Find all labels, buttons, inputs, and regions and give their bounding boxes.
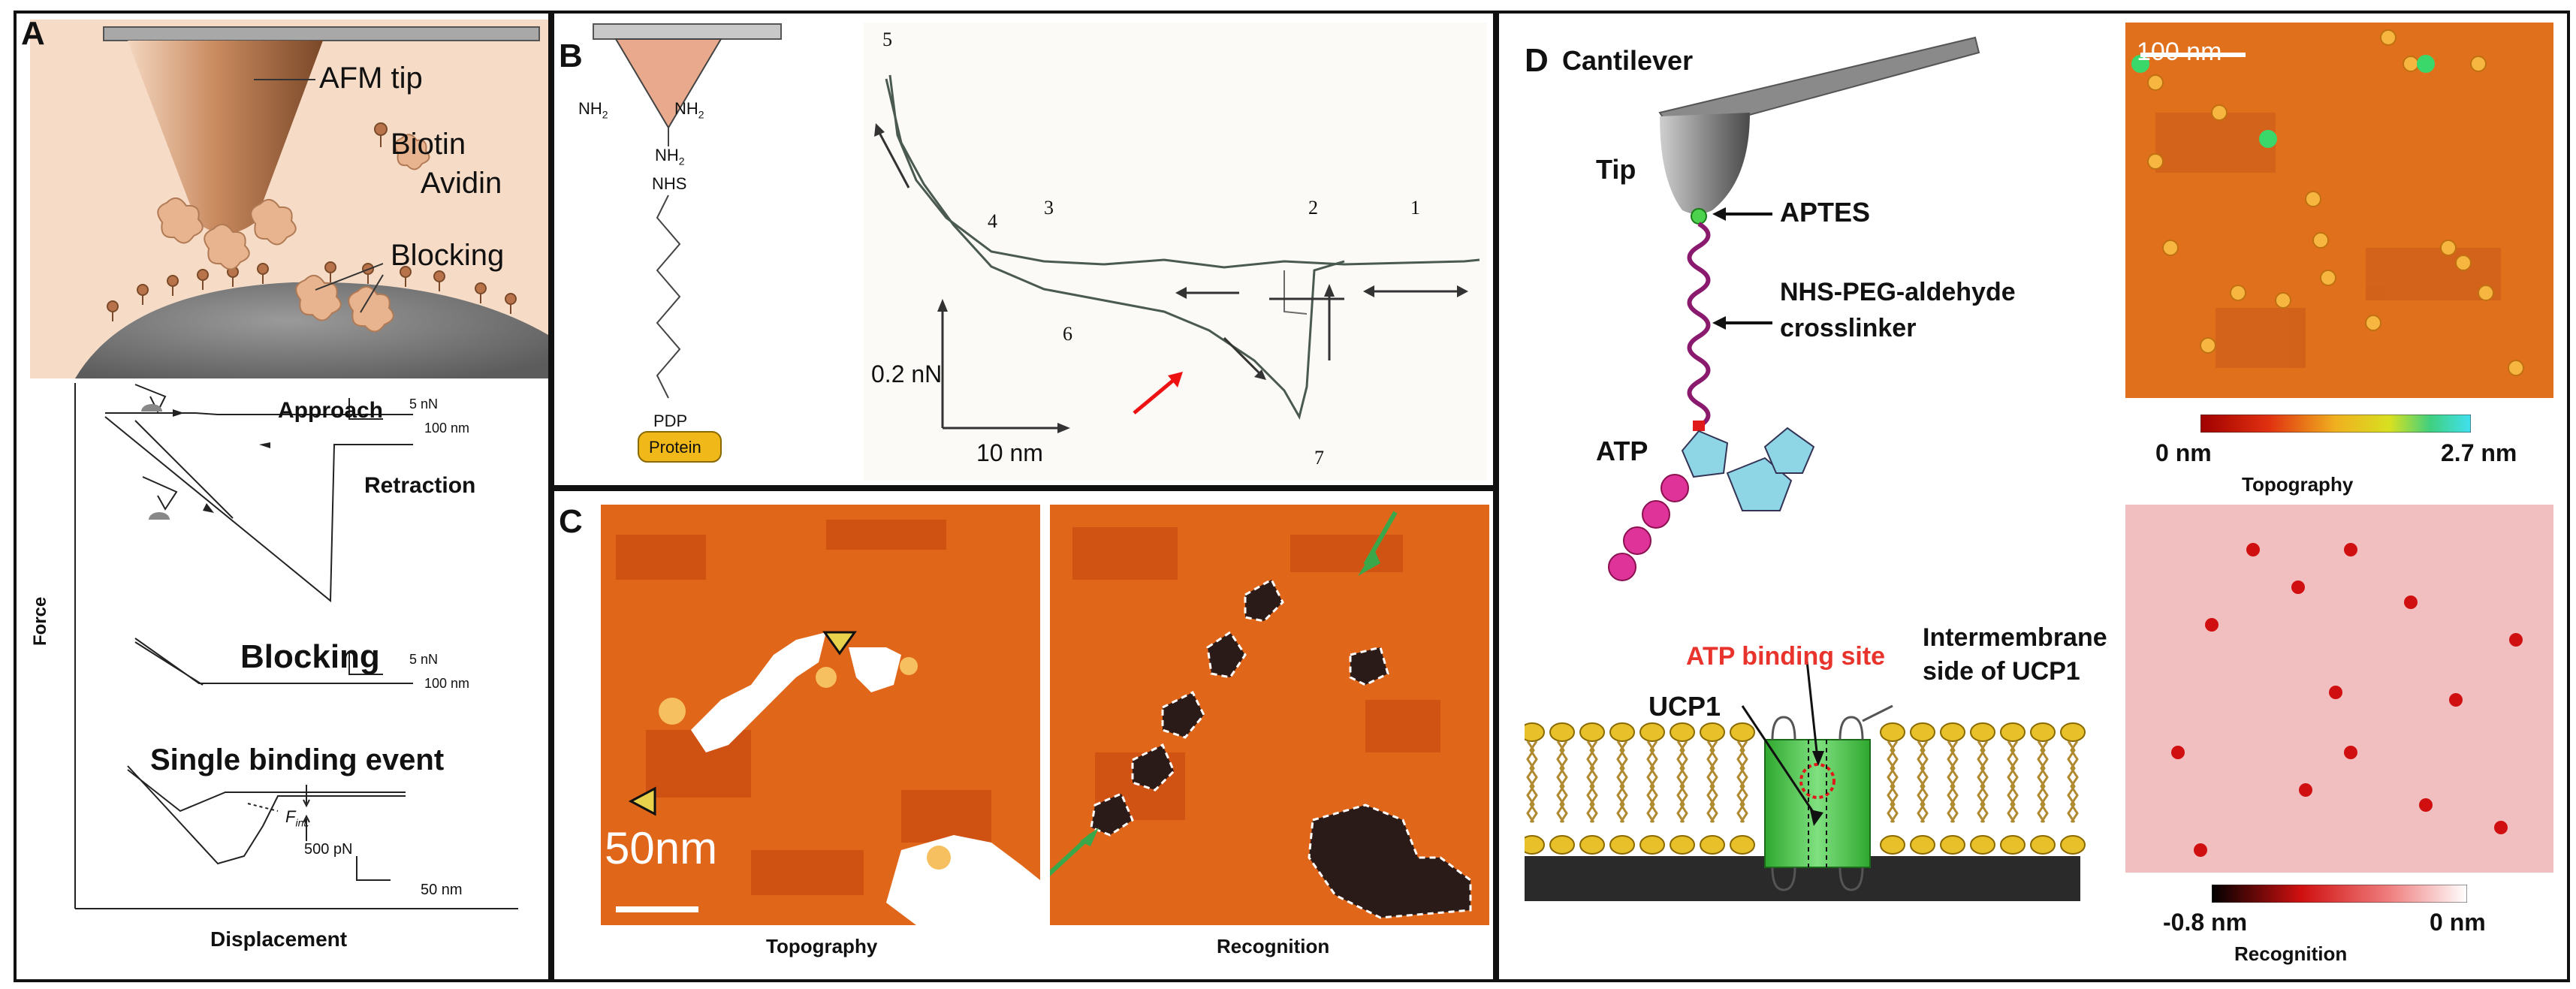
topography-image-d (2125, 23, 2553, 398)
atp-binding-site-label: ATP binding site (1686, 642, 1886, 671)
panel-d-schematic (1525, 36, 2086, 901)
biotin-label: Biotin (391, 128, 466, 161)
trace-label-3: 3 (1044, 197, 1054, 219)
panel-a-letter: A (21, 15, 45, 52)
trace-label-2: 2 (1308, 197, 1318, 219)
f-int-label: Fint. (285, 807, 309, 828)
cantilever-label: Cantilever (1562, 45, 1694, 76)
single-binding-label: Single binding event (150, 743, 445, 776)
nhs-label: NHS (652, 174, 687, 193)
panel-a-schematic (30, 20, 548, 378)
crosslinker-label-1: NHS-PEG-aldehyde (1780, 278, 2016, 306)
nh2-center: NH2 (655, 146, 685, 167)
recognition-image-d (2125, 505, 2553, 873)
topography-colorbar (2200, 415, 2471, 433)
topography-min-label: 0 nm (2155, 439, 2212, 466)
ucp1-label: UCP1 (1648, 691, 1721, 722)
intermembrane-label-1: Intermembrane (1923, 623, 2107, 652)
recognition-image-c (1050, 505, 1489, 925)
force-axis-label: Force (30, 596, 50, 646)
panel-b-letter: B (559, 38, 583, 74)
panel-b-linker-schematic (593, 23, 782, 463)
afm-tip-label: AFM tip (319, 62, 423, 95)
trace-label-4: 4 (988, 210, 997, 232)
panel-b-frame (551, 11, 1496, 488)
protein-label: Protein (649, 438, 701, 457)
panel-a-frame (14, 11, 551, 982)
panel-d-letter: D (1525, 42, 1549, 79)
topography-image-c (601, 505, 1040, 925)
intermembrane-label-2: side of UCP1 (1923, 657, 2080, 686)
scale-50nm-c: 50nm (605, 823, 718, 873)
scale-50nm: 50 nm (421, 882, 463, 898)
panel-c-letter: C (559, 503, 583, 540)
aptes-label: APTES (1780, 197, 1871, 228)
panel-a-force-curves (74, 383, 518, 909)
pdp-label: PDP (653, 412, 688, 430)
panel-c-frame (551, 488, 1496, 982)
topography-label-c: Topography (766, 935, 878, 957)
panel-b-force-trace (864, 23, 1487, 481)
scale-100nm-2: 100 nm (424, 676, 470, 691)
panel-d-frame (1496, 11, 2570, 982)
trace-label-6: 6 (1063, 323, 1072, 345)
blocking-label: Blocking (240, 638, 380, 675)
atp-label: ATP (1596, 436, 1648, 466)
scale-5nn-2: 5 nN (409, 652, 439, 667)
recognition-max-label: 0 nm (2430, 909, 2486, 936)
trace-label-7: 7 (1314, 447, 1324, 469)
force-scale-label: 0.2 nN (871, 360, 943, 387)
displacement-axis-label: Displacement (210, 927, 348, 951)
avidin-label: Avidin (421, 167, 502, 200)
recognition-min-label: -0.8 nm (2163, 909, 2248, 936)
retraction-label: Retraction (364, 473, 476, 498)
approach-label: Approach (278, 398, 384, 423)
topography-max-label: 2.7 nm (2441, 439, 2517, 466)
nh2-right: NH2 (674, 99, 704, 121)
scale-100nm-d: 100 nm (2137, 38, 2222, 66)
recognition-title-d: Recognition (2234, 942, 2348, 965)
scale-5nn-1: 5 nN (409, 397, 439, 412)
recognition-label-c: Recognition (1217, 935, 1330, 957)
topography-title-d: Topography (2242, 473, 2354, 496)
trace-label-5: 5 (882, 29, 892, 50)
scale-500pn: 500 pN (304, 841, 353, 858)
crosslinker-label-2: crosslinker (1780, 314, 1917, 342)
scale-100nm-1: 100 nm (424, 421, 470, 436)
tip-label: Tip (1596, 154, 1636, 185)
nh2-left: NH2 (578, 99, 608, 121)
length-scale-label: 10 nm (976, 439, 1043, 466)
recognition-colorbar (2212, 885, 2467, 903)
f-sub: int. (295, 816, 310, 829)
f-label: F (285, 807, 296, 826)
blocking-top-label: Blocking (391, 239, 505, 272)
trace-label-1: 1 (1410, 197, 1420, 219)
